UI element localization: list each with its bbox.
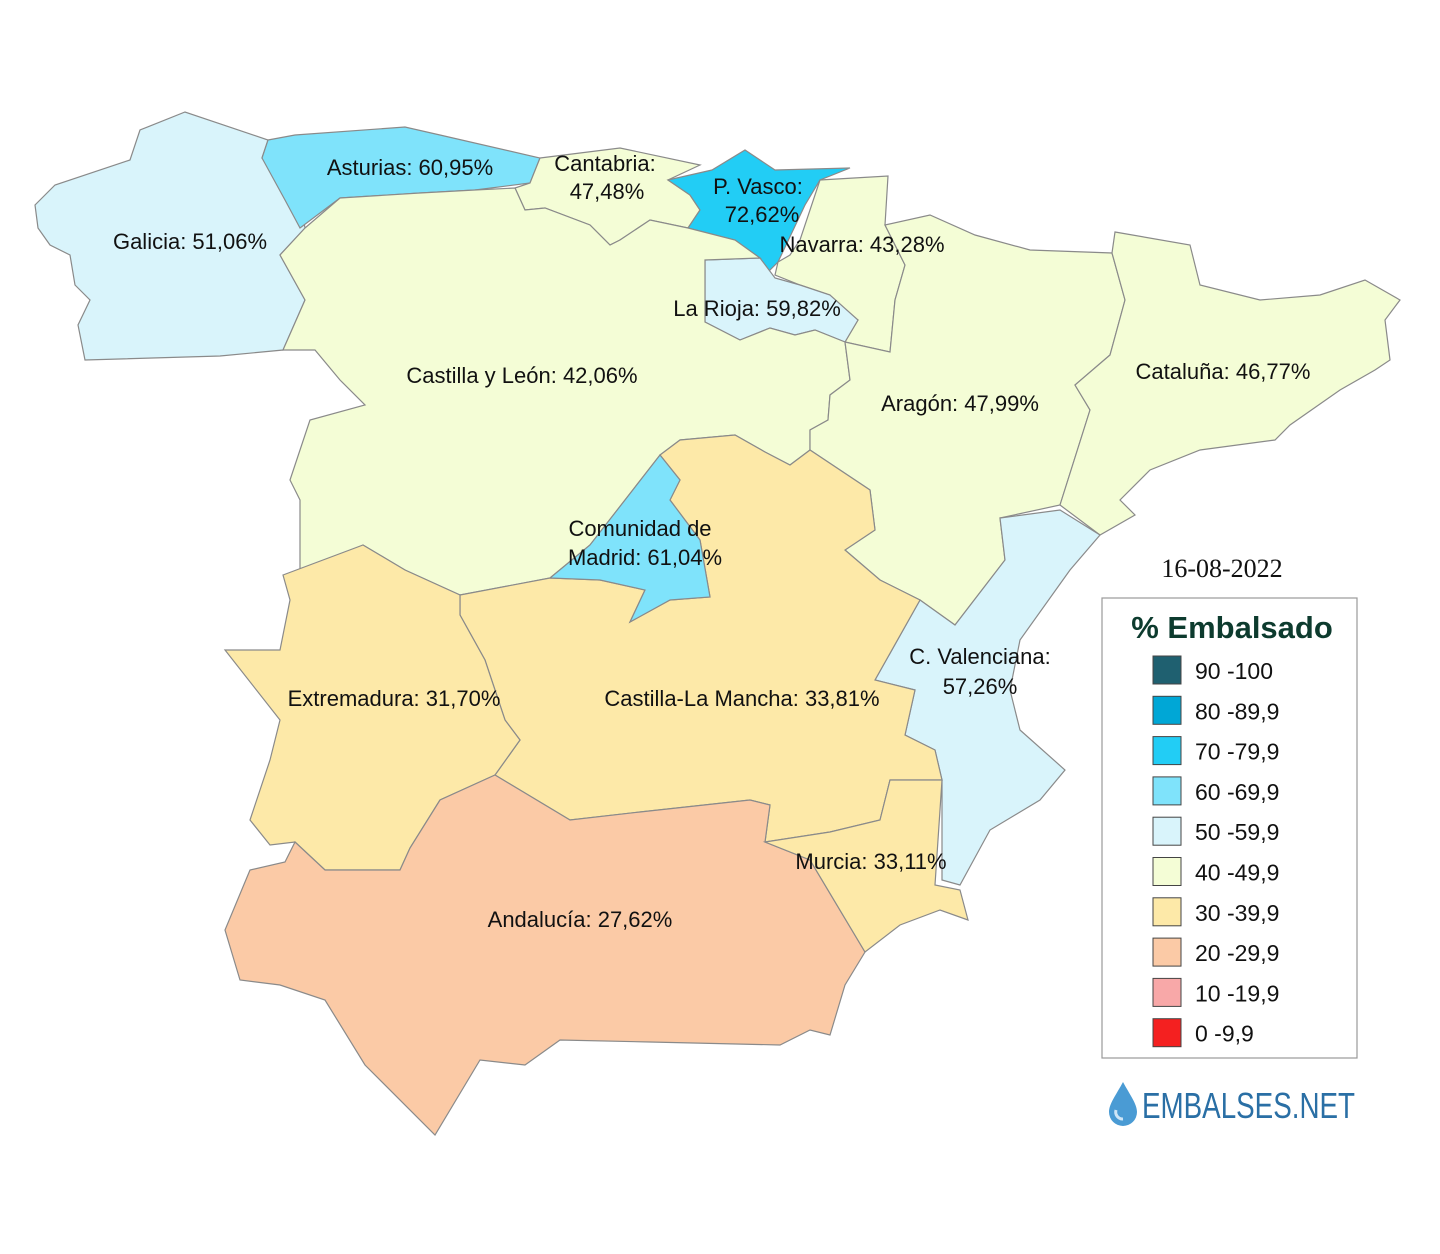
legend-swatch	[1152, 937, 1182, 967]
label-line: 47,48%	[570, 179, 645, 204]
region-label: Galicia: 51,06%	[113, 229, 267, 254]
legend-swatch	[1152, 897, 1182, 927]
legend-label: 70 -79,9	[1195, 739, 1279, 765]
label-line: 72,62%	[725, 202, 800, 227]
region-label: Castilla y León: 42,06%	[406, 363, 637, 388]
legend-label: 20 -29,9	[1195, 940, 1279, 966]
region-shape	[1059, 231, 1401, 536]
region-label: Aragón: 47,99%	[881, 391, 1039, 416]
legend-label: 80 -89,9	[1195, 698, 1279, 724]
logo-text: EMBALSES.NET	[1142, 1085, 1355, 1126]
region-label: Castilla-La Mancha: 33,81%	[604, 686, 879, 711]
region-label: Andalucía: 27,62%	[488, 907, 673, 932]
logo-drop-shine	[1114, 1109, 1124, 1121]
label-line: C. Valenciana:	[909, 644, 1050, 669]
legend-swatch	[1152, 1018, 1182, 1048]
date: 16-08-2022	[1161, 554, 1282, 583]
legend-label: 30 -39,9	[1195, 900, 1279, 926]
legend-label: 10 -19,9	[1195, 980, 1279, 1006]
legend-label: 60 -69,9	[1195, 779, 1279, 805]
label-line: Comunidad de	[568, 516, 711, 541]
region-shape	[762, 779, 969, 953]
legend-swatch	[1152, 977, 1182, 1007]
region-label: Cantabria: 47,48%	[554, 151, 656, 204]
region-label: Comunidad de Madrid: 61,04%	[568, 516, 722, 570]
legend-label: 90 -100	[1195, 658, 1273, 684]
legend-title: % Embalsado	[1131, 610, 1333, 645]
region-label: C. Valenciana: 57,26%	[909, 644, 1050, 699]
region-shape	[548, 454, 711, 624]
legend-swatch	[1152, 776, 1182, 806]
region-label: La Rioja: 59,82%	[673, 296, 841, 321]
label-line: Madrid: 61,04%	[568, 545, 722, 570]
region-label: Cataluña: 46,77%	[1136, 359, 1311, 384]
region-labels: Galicia: 51,06% Asturias: 60,95% Cantabr…	[113, 151, 1311, 932]
label-line: P. Vasco:	[713, 174, 803, 199]
legend-box	[1101, 597, 1358, 1059]
region-label: Extremadura: 31,70%	[288, 686, 501, 711]
legend-swatch	[1152, 857, 1182, 886]
legend-swatch	[1152, 816, 1182, 846]
legend-swatch	[1152, 736, 1182, 766]
legend-label: 40 -49,9	[1195, 860, 1279, 886]
region-label: Murcia: 33,11%	[795, 849, 946, 874]
region-label: Navarra: 43,28%	[779, 232, 944, 257]
legend-items: 90 -100 80 -89,9 70 -79,9 60 -69,9 50 -59,9 4…	[1152, 655, 1279, 1048]
region-label: Asturias: 60,95%	[327, 155, 493, 180]
legend-swatch	[1152, 655, 1182, 685]
logo: EMBALSES.NET	[1109, 1082, 1355, 1126]
legend-label: 0 -9,9	[1195, 1021, 1254, 1047]
label-line: 57,26%	[943, 674, 1018, 699]
label-line: Cantabria:	[554, 151, 656, 176]
legend-swatch	[1152, 695, 1182, 725]
regions	[34, 111, 1401, 1136]
region-label: P. Vasco: 72,62%	[713, 174, 803, 227]
legend-label: 50 -59,9	[1195, 819, 1279, 845]
region-shape	[224, 774, 866, 1136]
